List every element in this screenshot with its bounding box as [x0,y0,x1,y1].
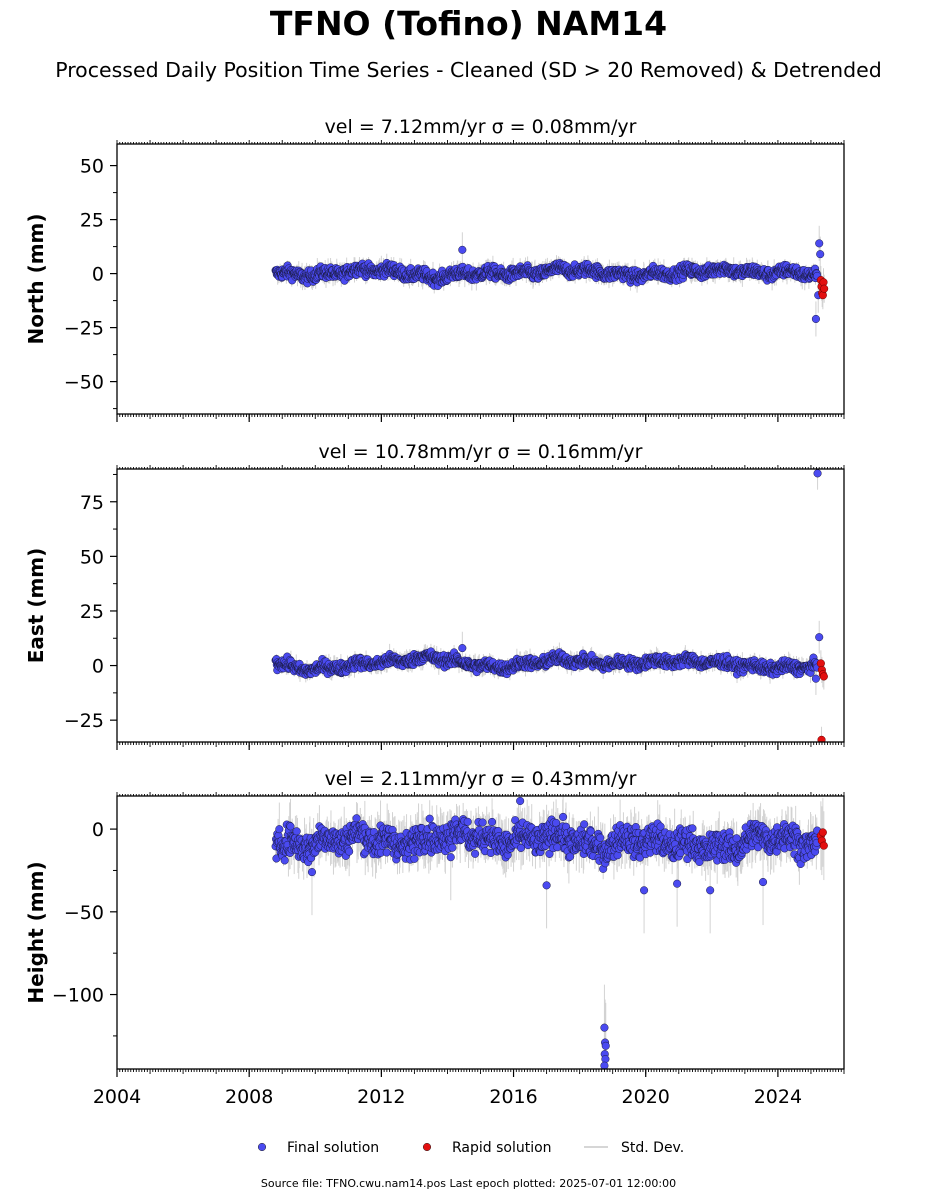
figure-subtitle: Processed Daily Position Time Series - C… [55,58,882,82]
figure-title: TFNO (Tofino) NAM14 [269,4,668,43]
panel-title: vel = 10.78mm/yr σ = 0.16mm/yr [319,441,643,463]
rapid-solution-series [816,276,829,300]
final-point [458,644,467,653]
y-axis-label: East (mm) [24,548,48,664]
final-point [815,633,824,642]
plot-area [271,225,829,337]
rapid-point [819,672,828,681]
y-tick-label: 0 [92,264,104,286]
std-dev-bars [277,225,825,337]
y-tick-label: −25 [64,710,104,732]
y-axis-label: North (mm) [24,213,48,344]
final-solution-series [271,239,825,324]
final-point [811,314,820,324]
y-tick-label: 50 [80,546,104,568]
axes-frame [116,468,845,743]
y-tick-label: −25 [64,318,104,340]
rapid-point [817,735,826,742]
final-point [815,239,824,248]
rapid-point [820,284,829,293]
panel-east: vel = 10.78mm/yr σ = 0.16mm/yr East (mm) −… [24,441,845,750]
y-tick-label: 25 [80,601,104,623]
y-tick-label: −50 [64,372,104,394]
panel-title: vel = 7.12mm/yr σ = 0.08mm/yr [325,116,637,138]
std-dev-bars [275,469,825,742]
final-point [816,250,825,259]
final-point [458,245,467,254]
final-solution-series [271,469,824,683]
rapid-solution-series [816,659,828,742]
y-tick-label: 50 [80,156,104,178]
final-point [813,469,822,478]
final-point [811,674,820,683]
y-tick-label: 25 [80,210,104,232]
y-tick-label: 0 [92,656,104,678]
plot-area [271,469,828,742]
y-tick-label: 75 [80,492,104,514]
